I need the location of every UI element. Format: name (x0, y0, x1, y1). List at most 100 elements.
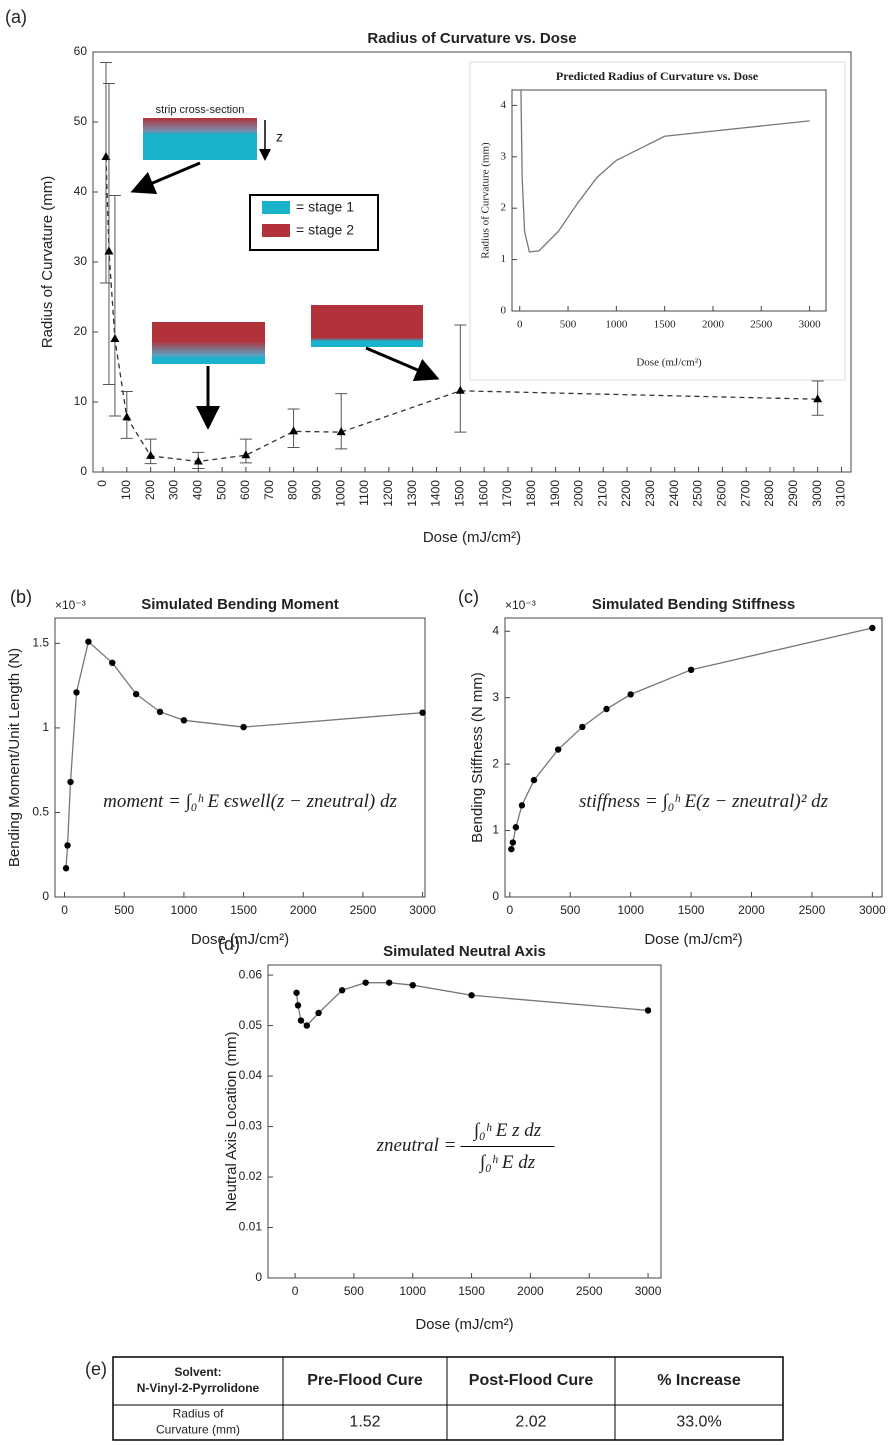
strip-schematic (143, 118, 257, 160)
x-tick-label: 1000 (617, 903, 644, 917)
x-tick-label: 2300 (643, 480, 657, 507)
data-point (132, 690, 140, 698)
legend-label: = stage 1 (296, 199, 354, 215)
table-cell: Solvent: N-Vinyl-2-Pyrrolidone (137, 1365, 260, 1395)
chart-title: Simulated Neutral Axis (383, 943, 546, 960)
chart-title: Simulated Bending Stiffness (592, 596, 795, 613)
x-tick-label: 2600 (715, 480, 729, 507)
x-tick-label: 2700 (738, 480, 752, 507)
data-point (512, 824, 520, 831)
x-tick-label: 2000 (517, 1284, 544, 1298)
data-line (520, 89, 810, 253)
y-axis-label: Radius of Curvature (mm) (480, 142, 492, 259)
data-point (455, 385, 465, 394)
data-point (644, 1007, 652, 1014)
y-tick-label: 1.5 (32, 636, 49, 650)
x-tick-label: 900 (310, 480, 324, 500)
x-tick-label: 1100 (357, 480, 371, 506)
equation: moment = ∫₀ʰ E ϵswell(z − zneutral) dz (103, 791, 397, 813)
table-frame (112, 1356, 784, 1441)
data-point (67, 778, 74, 786)
data-point (508, 845, 515, 853)
data-point (419, 709, 426, 716)
y-axis-label: Bending Stiffness (N mm) (469, 672, 486, 843)
y-tick-label: 0.5 (32, 805, 49, 819)
x-tick-label: 3000 (409, 903, 436, 917)
x-tick-label: 3000 (810, 480, 824, 507)
data-point (293, 989, 300, 996)
x-tick-label: 3100 (834, 480, 848, 507)
data-point (146, 450, 156, 459)
x-tick-label: 1200 (381, 480, 395, 507)
data-point (362, 979, 369, 986)
data-point (297, 1017, 305, 1024)
data-point (303, 1022, 311, 1029)
y-tick-label: 2 (492, 756, 499, 770)
x-tick-label: 0 (506, 903, 513, 917)
table-cell: % Increase (657, 1372, 741, 1389)
y-tick-label: 0 (80, 464, 87, 478)
x-axis-label: Dose (mJ/cm²) (423, 529, 521, 546)
data-point (122, 412, 132, 421)
plot-frame (54, 617, 426, 898)
panel-label: (c) (458, 587, 479, 607)
x-tick-label: 2400 (667, 480, 681, 507)
y-tick-label: 50 (74, 114, 88, 128)
data-point (336, 427, 346, 436)
error-bar (335, 393, 348, 450)
x-tick-label: 1500 (230, 903, 257, 917)
data-point (156, 708, 164, 716)
x-axis-label: Dose (mJ/cm²) (636, 357, 702, 369)
y-tick-label: 60 (74, 44, 88, 58)
y-tick-label: 3 (501, 150, 507, 162)
data-point (509, 839, 517, 846)
panel-label: (e) (85, 1359, 107, 1379)
data-point (101, 152, 111, 160)
x-axis-label: Dose (mJ/cm²) (191, 931, 289, 948)
y-tick-label: 30 (74, 254, 88, 268)
x-tick-label: 200 (143, 480, 157, 500)
x-tick-label: 600 (238, 480, 252, 500)
arrow (130, 161, 201, 195)
x-tick-label: 1500 (452, 480, 466, 507)
data-point (554, 746, 562, 753)
x-tick-label: 2000 (738, 903, 765, 917)
table-cell: Radius of Curvature (mm) (156, 1407, 240, 1437)
x-tick-label: 2500 (750, 319, 773, 331)
x-tick-label: 0 (95, 480, 109, 487)
x-tick-label: 1800 (524, 480, 538, 507)
y-tick-label: 0.05 (239, 1018, 263, 1032)
x-tick-label: 500 (214, 480, 228, 500)
table-cell: 33.0% (676, 1414, 721, 1431)
x-tick-label: 2800 (762, 480, 776, 507)
x-tick-label: 500 (344, 1284, 364, 1298)
data-point (627, 691, 634, 698)
data-point (110, 334, 120, 342)
y-tick-label: 0.03 (239, 1119, 263, 1133)
y-axis-label: Bending Moment/Unit Length (N) (6, 648, 23, 867)
arrow (365, 346, 440, 381)
y-tick-label: 10 (74, 394, 88, 408)
data-point (73, 689, 80, 696)
strip-schematic (311, 305, 423, 347)
y-tick-label: 0.06 (239, 967, 263, 981)
data-point (62, 865, 70, 872)
data-point (603, 705, 610, 713)
y-tick-label: 1 (42, 720, 49, 734)
panel-label: (b) (10, 587, 32, 607)
x-tick-label: 2900 (786, 480, 800, 507)
y-tick-label: 4 (492, 623, 499, 637)
equation: ∫₀ʰ E z dz (473, 1120, 542, 1142)
table-cell: 1.52 (349, 1414, 380, 1431)
x-tick-label: 1000 (171, 903, 198, 917)
y-tick-label: 0 (42, 889, 49, 903)
x-tick-label: 700 (262, 480, 276, 500)
y-tick-label: 0 (255, 1270, 262, 1284)
data-point (409, 981, 416, 989)
y-axis-label: Neutral Axis Location (mm) (223, 1031, 240, 1211)
x-tick-label: 800 (286, 480, 300, 500)
x-tick-label: 2100 (595, 480, 609, 507)
x-tick-label: 2500 (350, 903, 377, 917)
x-tick-label: 300 (167, 480, 181, 500)
data-point (193, 456, 203, 465)
